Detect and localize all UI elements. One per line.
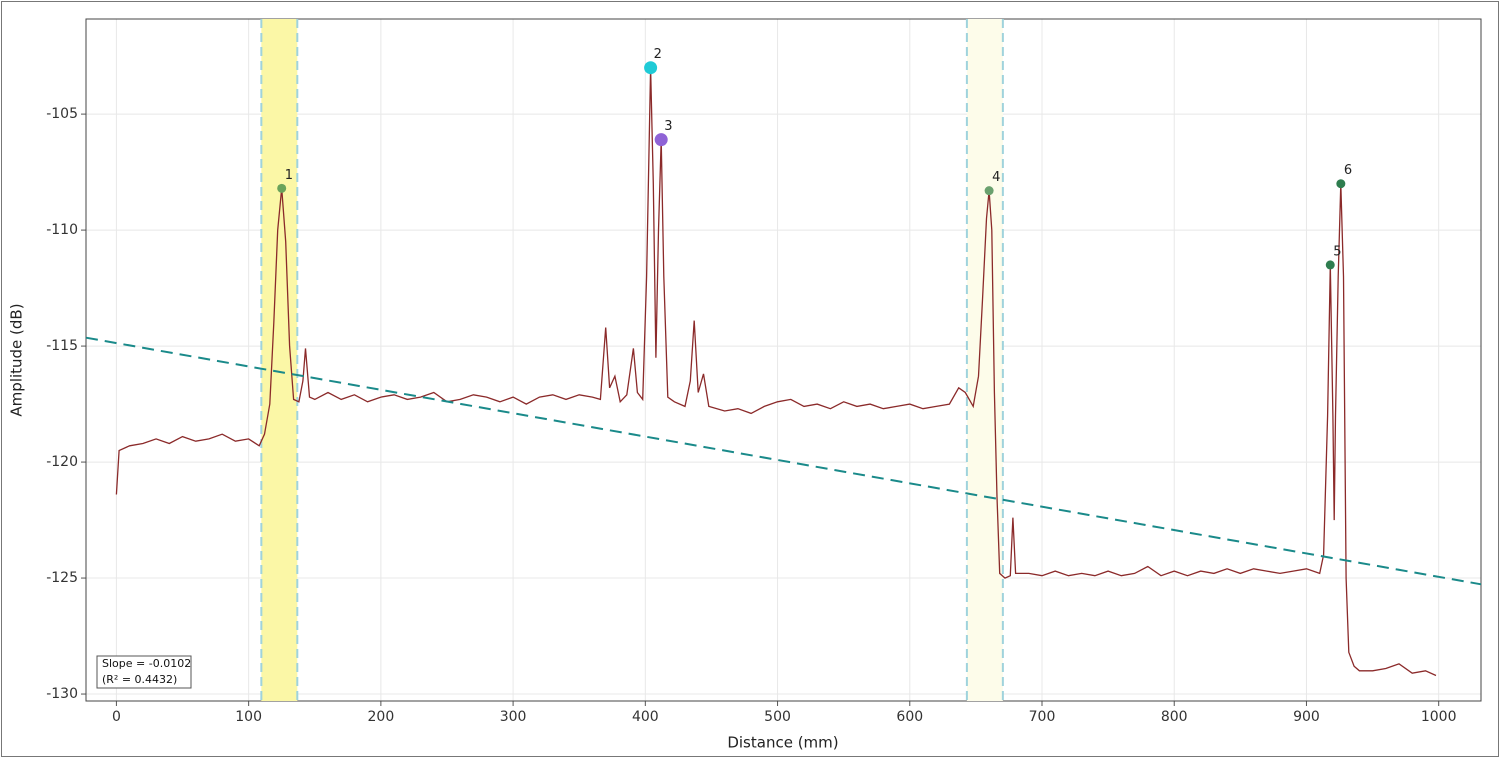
peak-marker — [1336, 179, 1346, 189]
y-tick-label: -105 — [46, 106, 78, 122]
peak-marker — [277, 183, 287, 193]
trace — [115, 67, 1437, 677]
x-tick-label: 0 — [112, 709, 121, 725]
peak-label: 5 — [1333, 244, 1341, 259]
x-tick-label: 1000 — [1421, 709, 1457, 725]
peak-marker — [654, 133, 668, 147]
peak-label: 1 — [285, 168, 293, 183]
peak-label: 3 — [664, 119, 672, 134]
plot-border — [85, 18, 1482, 702]
x-tick-label: 600 — [896, 709, 923, 725]
trend-line — [85, 336, 1482, 586]
peak-label: 4 — [992, 170, 1000, 185]
x-tick-label: 800 — [1161, 709, 1188, 725]
annotation-text: (R² = 0.4432) — [102, 673, 177, 686]
x-tick-label: 500 — [764, 709, 791, 725]
x-tick-label: 900 — [1293, 709, 1320, 725]
x-tick-label: 100 — [235, 709, 262, 725]
x-tick-label: 700 — [1029, 709, 1056, 725]
x-tick-label: 400 — [632, 709, 659, 725]
y-axis-title: Amplitude (dB) — [8, 303, 26, 416]
y-tick-label: -110 — [46, 222, 78, 238]
band — [966, 19, 1003, 701]
y-tick-label: -130 — [46, 686, 78, 702]
plot-area — [86, 19, 1481, 701]
x-axis-title: Distance (mm) — [727, 734, 838, 752]
y-tick-label: -125 — [46, 570, 78, 586]
peak-label: 2 — [654, 47, 662, 62]
y-tick-label: -120 — [46, 454, 78, 470]
peak-marker — [984, 186, 994, 196]
peak-marker — [644, 61, 658, 75]
x-tick-label: 200 — [368, 709, 395, 725]
annotation-text: Slope = -0.0102 — [102, 657, 191, 670]
peak-label: 6 — [1344, 163, 1352, 178]
y-tick-label: -115 — [46, 338, 78, 354]
annotation-box — [96, 655, 192, 689]
band — [261, 19, 298, 701]
peak-marker — [1325, 260, 1335, 270]
x-tick-label: 300 — [500, 709, 527, 725]
